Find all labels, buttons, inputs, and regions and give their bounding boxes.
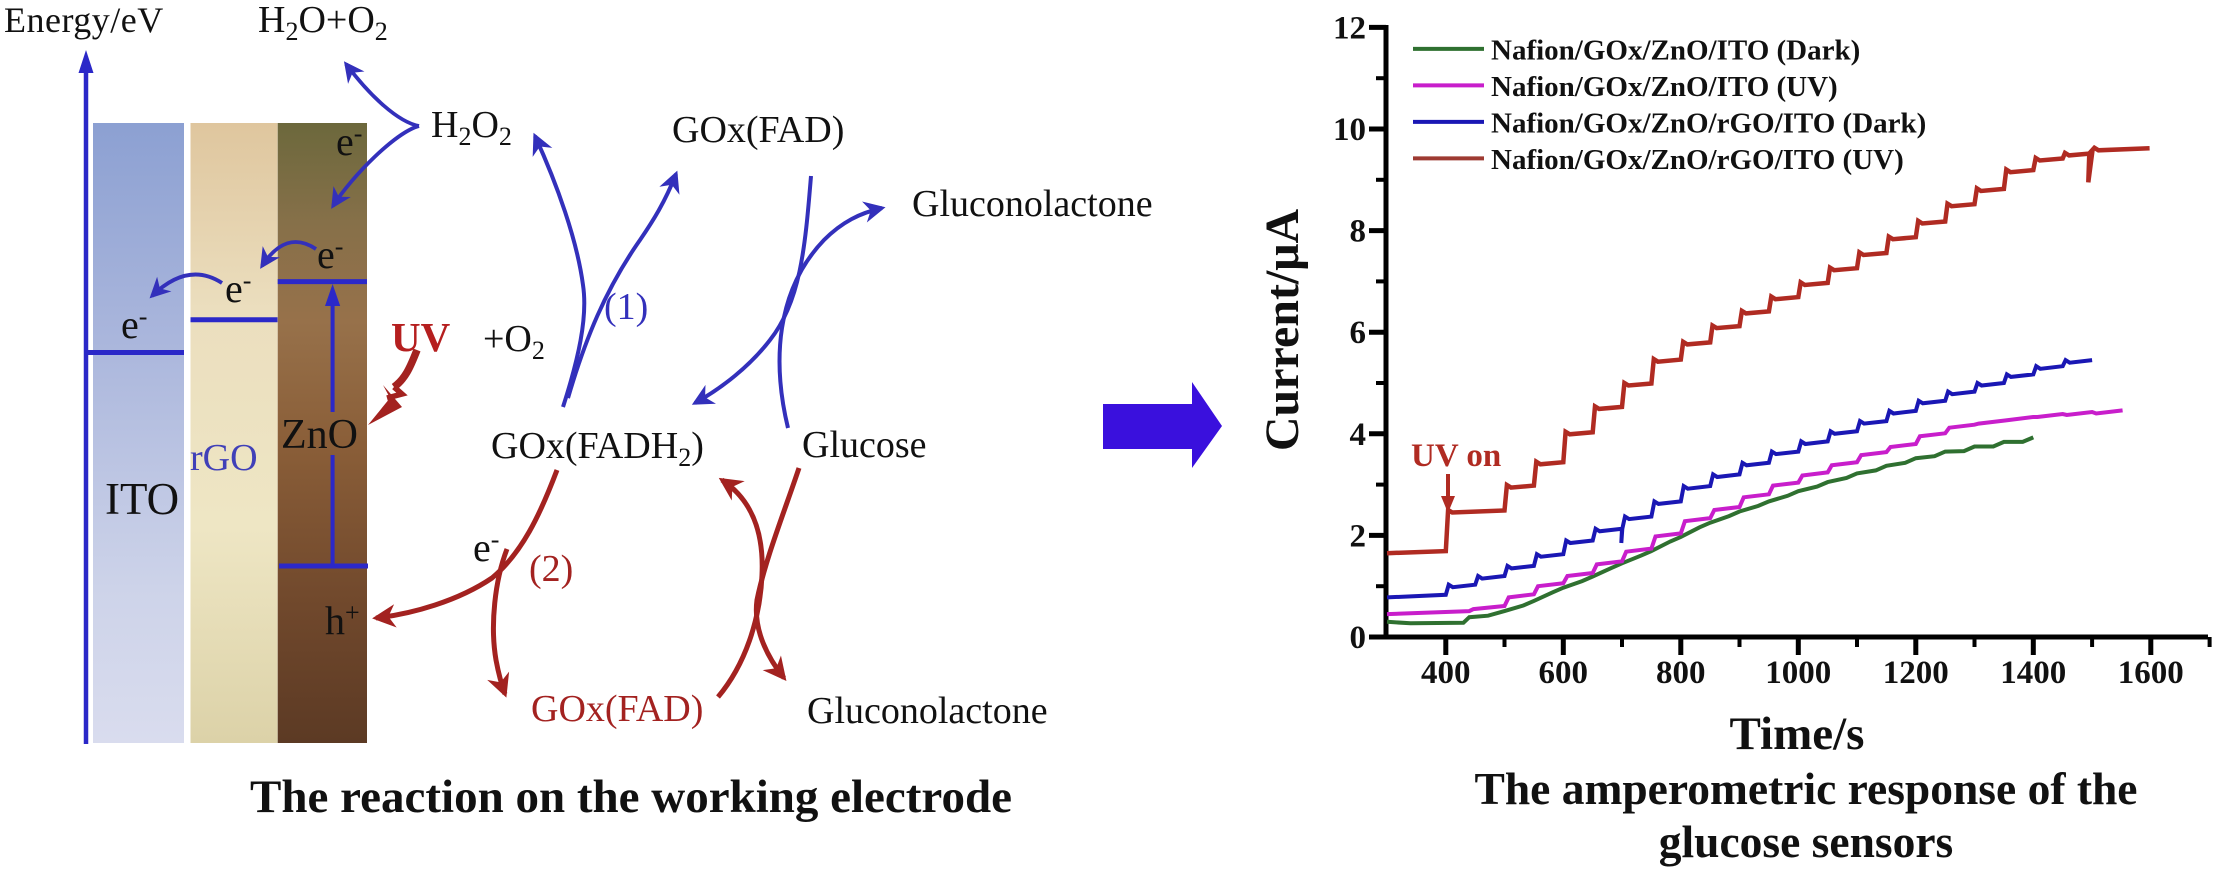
svg-text:rGO: rGO [190,437,258,479]
svg-text:Nafion/GOx/ZnO/rGO/ITO (Dark): Nafion/GOx/ZnO/rGO/ITO (Dark) [1491,107,1926,139]
svg-text:UV on: UV on [1411,438,1501,474]
svg-text:GOx(FAD): GOx(FAD) [672,109,844,151]
svg-text:(2): (2) [529,548,573,590]
svg-text:GOx(FAD): GOx(FAD) [531,688,703,730]
svg-text:The reaction on the working el: The reaction on the working electrode [250,771,1012,823]
svg-text:10: 10 [1333,112,1366,148]
svg-text:4: 4 [1350,417,1367,453]
svg-text:ZnO: ZnO [281,412,358,458]
svg-text:The amperometric response of t: The amperometric response of the [1475,763,2138,814]
svg-text:0: 0 [1350,620,1367,656]
svg-text:1400: 1400 [2000,655,2066,691]
svg-text:UV: UV [391,314,451,360]
svg-text:Glucose: Glucose [802,424,927,466]
svg-text:Gluconolactone: Gluconolactone [912,183,1153,225]
svg-text:1200: 1200 [1883,655,1949,691]
svg-text:(1): (1) [604,286,648,328]
svg-text:Current/μA: Current/μA [1256,209,1309,452]
svg-text:glucose sensors: glucose sensors [1659,816,1953,867]
svg-text:H2O2: H2O2 [431,104,512,151]
svg-text:12: 12 [1333,10,1366,46]
svg-text:e-: e- [317,232,343,277]
svg-text:Nafion/GOx/ZnO/ITO (UV): Nafion/GOx/ZnO/ITO (UV) [1491,71,1838,103]
svg-text:800: 800 [1656,655,1706,691]
svg-text:1600: 1600 [2118,655,2184,691]
svg-text:Time/s: Time/s [1730,708,1865,760]
svg-text:Nafion/GOx/ZnO/rGO/ITO (UV): Nafion/GOx/ZnO/rGO/ITO (UV) [1491,144,1904,176]
svg-text:e-: e- [473,525,499,570]
svg-text:Nafion/GOx/ZnO/ITO (Dark): Nafion/GOx/ZnO/ITO (Dark) [1491,34,1860,66]
svg-text:8: 8 [1350,214,1367,250]
svg-text:6: 6 [1350,315,1367,351]
svg-text:600: 600 [1539,655,1589,691]
svg-text:Gluconolactone: Gluconolactone [807,690,1048,732]
svg-text:H2O+O2: H2O+O2 [258,0,388,46]
svg-text:400: 400 [1421,655,1471,691]
svg-text:GOx(FADH2): GOx(FADH2) [491,425,704,472]
svg-text:2: 2 [1350,518,1367,554]
svg-text:ITO: ITO [105,474,179,524]
svg-text:Energy/eV: Energy/eV [4,0,164,40]
svg-text:1000: 1000 [1765,655,1831,691]
